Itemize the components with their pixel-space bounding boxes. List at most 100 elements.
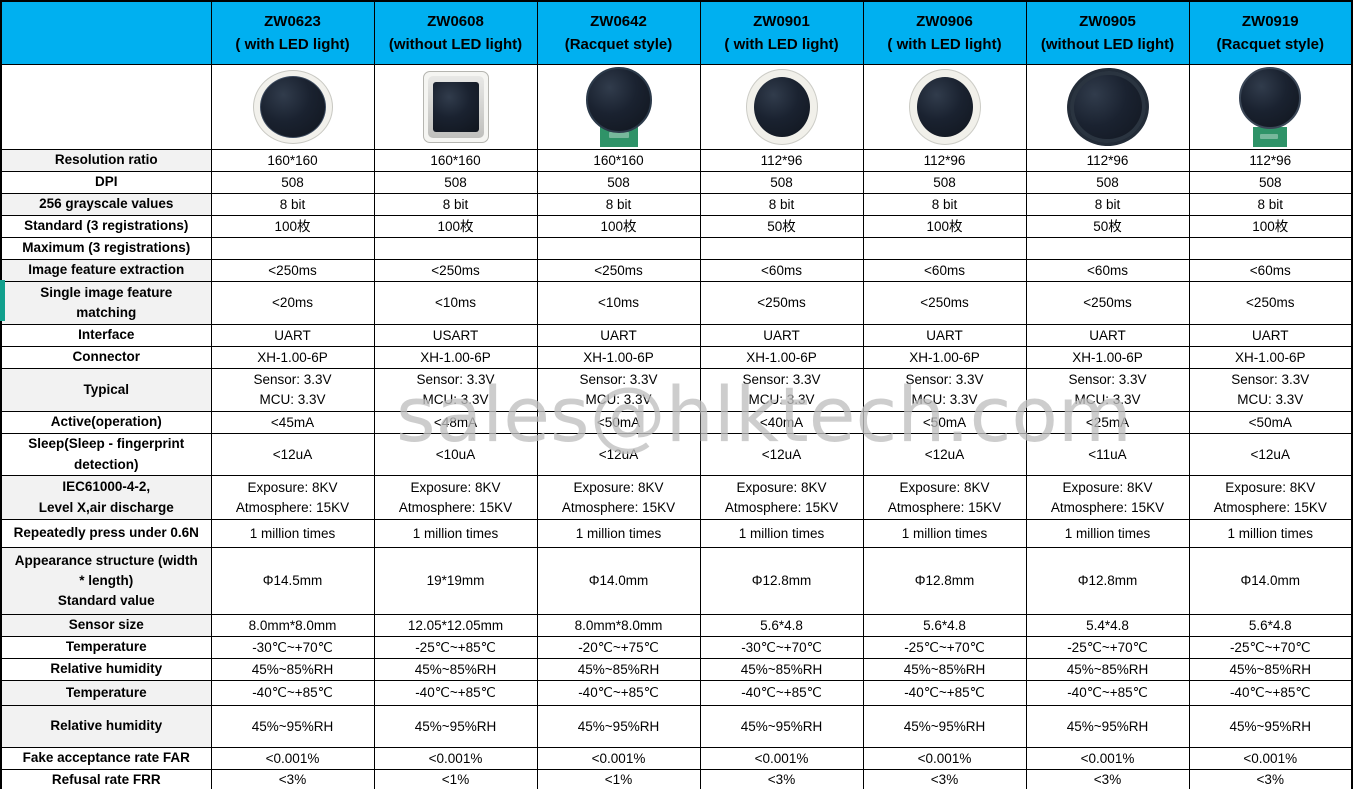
spec-value-cell: Φ14.5mm <box>210 547 375 615</box>
product-header-zw0906: ZW0906 ( with LED light) <box>862 0 1027 65</box>
spec-value-cell: <250ms <box>1188 281 1353 325</box>
product-model: ZW0905 <box>1079 12 1136 30</box>
spec-value-cell: XH-1.00-6P <box>699 346 864 369</box>
spec-value-cell: <60ms <box>1025 259 1190 282</box>
spec-value-cell: 8 bit <box>210 193 375 216</box>
spec-value-cell: <3% <box>210 769 375 789</box>
spec-value-cell: 5.6*4.8 <box>699 614 864 637</box>
spec-value-cell: 50枚 <box>1025 215 1190 238</box>
spec-value-cell: XH-1.00-6P <box>373 346 538 369</box>
row-label: Temperature <box>0 680 212 706</box>
spec-value-cell: Φ12.8mm <box>699 547 864 615</box>
spec-row: Appearance structure (width * length) St… <box>0 547 1353 615</box>
row-label: Relative humidity <box>0 658 212 681</box>
row-label: Repeatedly press under 0.6N <box>0 519 212 548</box>
spec-row: Sensor size 8.0mm*8.0mm 12.05*12.05mm 8.0mm… <box>0 614 1353 637</box>
spec-value-cell: <250ms <box>699 281 864 325</box>
spec-value-cell: 508 <box>699 171 864 194</box>
spec-value-cell: UART <box>1188 324 1353 347</box>
product-image-cell-zw0919 <box>1188 64 1353 150</box>
spec-value-cell: -25℃~+70℃ <box>1188 636 1353 659</box>
spec-value-cell: <11uA <box>1025 433 1190 476</box>
spec-value-cell: <0.001% <box>210 747 375 770</box>
product-header-zw0642: ZW0642 (Racquet style) <box>536 0 701 65</box>
spec-value-cell: 1 million times <box>1025 519 1190 548</box>
spec-value-cell: 45%~85%RH <box>373 658 538 681</box>
spec-value-cell: Sensor: 3.3V MCU: 3.3V <box>699 368 864 412</box>
spec-value-cell: 45%~95%RH <box>536 705 701 748</box>
spec-row: IEC61000-4-2, Level X,air discharge Expos… <box>0 475 1353 520</box>
spec-value-cell: Sensor: 3.3V MCU: 3.3V <box>536 368 701 412</box>
spec-value-cell: <10ms <box>536 281 701 325</box>
spec-value-cell: <0.001% <box>1188 747 1353 770</box>
row-label: Connector <box>0 346 212 369</box>
spec-value-cell: 45%~85%RH <box>210 658 375 681</box>
spec-row: Refusal rate FRR <3% <1% <1% <3% <3% <3% <3% <box>0 769 1353 789</box>
spec-value-cell: UART <box>862 324 1027 347</box>
spec-value-cell: 508 <box>1025 171 1190 194</box>
spec-row: DPI 508 508 508 508 508 508 508 <box>0 171 1353 194</box>
spec-row: Typical Sensor: 3.3V MCU: 3.3V Sensor: 3.3… <box>0 368 1353 412</box>
row-label: Temperature <box>0 636 212 659</box>
spec-value-cell: 8 bit <box>373 193 538 216</box>
spec-value-cell: 1 million times <box>373 519 538 548</box>
spec-value-cell: -40℃~+85℃ <box>536 680 701 706</box>
row-label: Standard (3 registrations) <box>0 215 212 238</box>
spec-value-cell: <0.001% <box>1025 747 1190 770</box>
spec-value-cell: <60ms <box>699 259 864 282</box>
row-label: Resolution ratio <box>0 149 212 172</box>
spec-row: Single image feature matching <20ms <10ms <… <box>0 281 1353 325</box>
spec-value-cell: -40℃~+85℃ <box>210 680 375 706</box>
row-label: Refusal rate FRR <box>0 769 212 789</box>
product-image-row <box>0 64 1353 150</box>
spec-value-cell: <10uA <box>373 433 538 476</box>
spec-value-cell: <0.001% <box>862 747 1027 770</box>
product-variant: (Racquet style) <box>564 36 673 53</box>
product-image-cell-zw0906 <box>862 64 1027 150</box>
spec-row: 256 grayscale values 8 bit 8 bit 8 bit 8 bit… <box>0 193 1353 216</box>
spec-value-cell: 100枚 <box>1188 215 1353 238</box>
spec-value-cell: Sensor: 3.3V MCU: 3.3V <box>210 368 375 412</box>
spec-value-cell: XH-1.00-6P <box>862 346 1027 369</box>
product-variant: (Racquet style) <box>1216 36 1325 53</box>
spec-value-cell: 5.4*4.8 <box>1025 614 1190 637</box>
spec-value-cell: 8 bit <box>536 193 701 216</box>
spec-value-cell: 160*160 <box>373 149 538 172</box>
spec-value-cell: 160*160 <box>536 149 701 172</box>
spec-value-cell <box>373 237 538 260</box>
product-header-zw0623: ZW0623 ( with LED light) <box>210 0 375 65</box>
spec-value-cell: 508 <box>536 171 701 194</box>
spec-value-cell: <40mA <box>699 411 864 434</box>
row-label: Active(operation) <box>0 411 212 434</box>
spec-value-cell: -40℃~+85℃ <box>373 680 538 706</box>
product-header-zw0905: ZW0905 (without LED light) <box>1025 0 1190 65</box>
spec-value-cell: 45%~85%RH <box>699 658 864 681</box>
spec-value-cell: 112*96 <box>1025 149 1190 172</box>
spec-value-cell: <250ms <box>1025 281 1190 325</box>
spec-row: Temperature -40℃~+85℃ -40℃~+85℃ -40℃~+85℃ -4… <box>0 680 1353 706</box>
product-model: ZW0623 <box>264 12 321 30</box>
product-image-cell-zw0901 <box>699 64 864 150</box>
spec-value-cell: <1% <box>373 769 538 789</box>
spec-value-cell: <12uA <box>699 433 864 476</box>
spec-value-cell: Exposure: 8KV Atmosphere: 15KV <box>210 475 375 520</box>
product-image-cell-zw0623 <box>210 64 375 150</box>
image-row-label-cell <box>0 64 212 150</box>
spec-value-cell: 100枚 <box>862 215 1027 238</box>
zw0623-sensor-oval-white-bezel <box>214 66 372 149</box>
spec-value-cell: <25mA <box>1025 411 1190 434</box>
row-label: Sleep(Sleep - fingerprint detection) <box>0 433 212 476</box>
product-model: ZW0901 <box>753 12 810 30</box>
zw0906-sensor-circle-white-bezel <box>866 66 1024 149</box>
spec-row: Connector XH-1.00-6P XH-1.00-6P XH-1.00-6P X… <box>0 346 1353 369</box>
row-label: IEC61000-4-2, Level X,air discharge <box>0 475 212 520</box>
spec-value-cell: UART <box>699 324 864 347</box>
spec-value-cell: Exposure: 8KV Atmosphere: 15KV <box>862 475 1027 520</box>
spec-row: Relative humidity 45%~85%RH 45%~85%RH 45%~8… <box>0 658 1353 681</box>
spec-value-cell: 508 <box>373 171 538 194</box>
spec-value-cell: Φ12.8mm <box>862 547 1027 615</box>
spec-value-cell: 45%~95%RH <box>862 705 1027 748</box>
spec-value-cell: 12.05*12.05mm <box>373 614 538 637</box>
spec-value-cell: 45%~85%RH <box>1025 658 1190 681</box>
spec-value-cell: 45%~85%RH <box>1188 658 1353 681</box>
